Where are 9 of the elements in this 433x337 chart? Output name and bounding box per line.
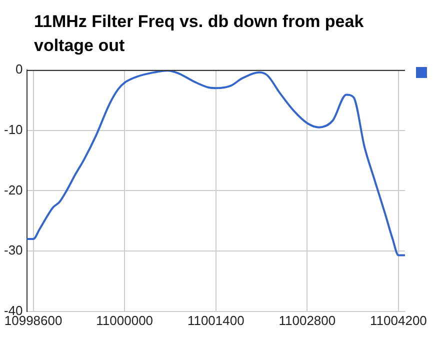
y-tick-label: -10 (4, 122, 23, 137)
x-tick-label: 11001400 (187, 312, 244, 328)
chart-title: 11MHz Filter Freq vs. db down from peak voltage out (34, 11, 364, 57)
y-tick-label: -30 (4, 242, 23, 258)
y-tick-label: -20 (4, 182, 23, 198)
x-tick-label: 11000000 (96, 312, 154, 328)
x-tick-label: 11004200 (370, 312, 427, 328)
x-tick-label: 11002800 (278, 312, 336, 328)
y-tick-label: 0 (16, 62, 23, 77)
